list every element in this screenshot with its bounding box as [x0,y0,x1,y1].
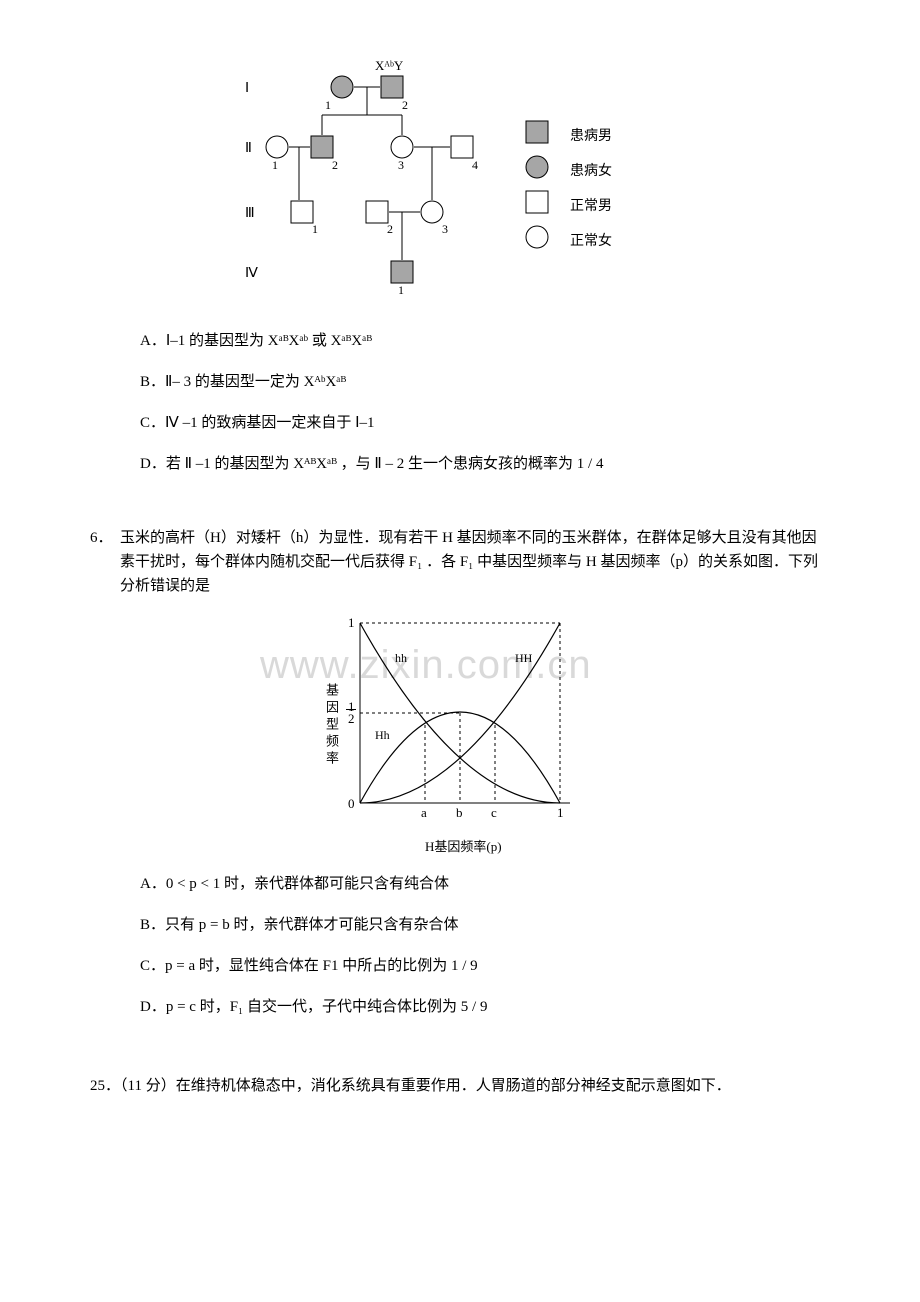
q6-stem-text: 玉米的高杆（H）对矮杆（h）为显性．现有若干 H 基因频率不同的玉米群体，在群体… [120,526,830,598]
question-6: 6． 玉米的高杆（H）对矮杆（h）为显性．现有若干 H 基因频率不同的玉米群体，… [90,526,830,1024]
pedigree-diagram: XᴬᵇY Ⅰ Ⅱ Ⅲ Ⅳ 1 2 1 2 3 4 1 2 3 1 [235,60,685,310]
chart-svg [320,613,600,833]
legend-normal-male-text: 正常男 [570,195,612,215]
y-axis-label: 基因型频率 [322,683,341,768]
legend-affected-male-text: 患病男 [570,125,612,145]
q6-options: A．0 < p < 1 时，亲代群体都可能只含有纯合体 B．只有 p = b 时… [140,868,830,1024]
legend-affected-female-text: 患病女 [570,160,612,180]
ytick-1: 1 [348,615,355,631]
xtick-1: 1 [557,805,564,821]
legend-normal-male-icon [525,190,549,214]
xtick-b: b [456,805,463,821]
q6-option-d: D．p = c 时，F₁ 自交一代，子代中纯合体比例为 5 / 9 [140,991,830,1024]
xtick-c: c [491,805,497,821]
q25-text: 25．（11 分）在维持机体稳态中，消化系统具有重要作用．人胃肠道的部分神经支配… [90,1078,731,1094]
legend-normal-female-text: 正常女 [570,230,612,250]
pedigree-lines [235,60,685,310]
q5-option-d: D．若 Ⅱ –1 的基因型为 XᴬᴮXᵃᴮ ，与 Ⅱ – 2 生一个患病女孩的概… [140,448,830,481]
legend-normal-female-icon [525,225,549,249]
frequency-chart: www.zixin.com.cn 1 1 2 0 a b c [320,613,600,853]
q5-options: A．Ⅰ–1 的基因型为 XᵃᴮXᵃᵇ 或 XᵃᴮXᵃᴮ B．Ⅱ– 3 的基因型一… [140,325,830,481]
curve-Hh-label: Hh [375,728,390,743]
q6-option-c: C．p = a 时，显性纯合体在 F1 中所占的比例为 1 / 9 [140,950,830,983]
q6-number: 6． [90,526,120,598]
ytick-0: 0 [348,796,355,812]
legend-affected-male-icon [525,120,549,144]
q6-option-b: B．只有 p = b 时，亲代群体才可能只含有杂合体 [140,909,830,942]
q5-option-c: C．Ⅳ –1 的致病基因一定来自于 Ⅰ–1 [140,407,830,440]
curve-HH-label: HH [515,651,532,666]
curve-hh-label: hh [395,651,407,666]
legend-affected-female-icon [525,155,549,179]
xtick-a: a [421,805,427,821]
ytick-half-line [346,709,356,710]
question-25: 25．（11 分）在维持机体稳态中，消化系统具有重要作用．人胃肠道的部分神经支配… [90,1074,830,1095]
q5-option-b: B．Ⅱ– 3 的基因型一定为 XᴬᵇXᵃᴮ [140,366,830,399]
q5-option-a: A．Ⅰ–1 的基因型为 XᵃᴮXᵃᵇ 或 XᵃᴮXᵃᴮ [140,325,830,358]
q6-option-a: A．0 < p < 1 时，亲代群体都可能只含有纯合体 [140,868,830,901]
ytick-half-den: 2 [348,711,355,727]
x-axis-label: H基因频率(p) [425,836,502,855]
